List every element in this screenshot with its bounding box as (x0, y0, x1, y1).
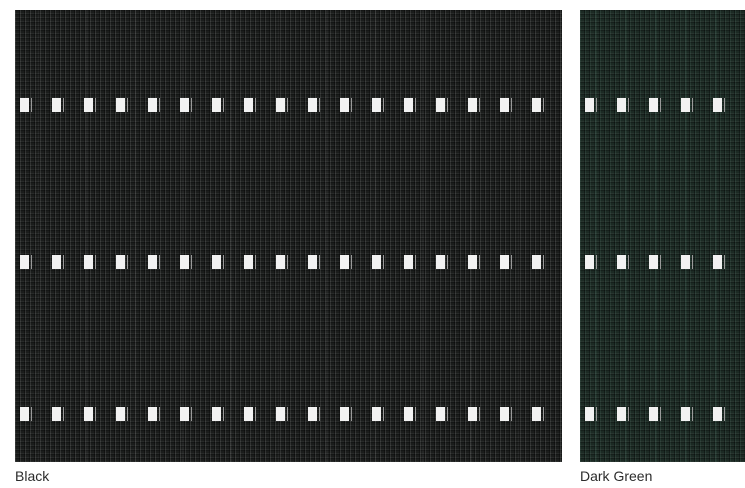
white-dash-stripe (580, 98, 745, 112)
dark-green-fabric-swatch (580, 10, 745, 462)
black-fabric-swatch (15, 10, 562, 462)
white-dash-stripe (15, 407, 562, 421)
white-dash-stripe (15, 255, 562, 269)
swatch-caption-black: Black (15, 468, 50, 484)
white-dash-stripe (580, 407, 745, 421)
fabric-weave-texture (580, 10, 745, 462)
white-dash-stripe (580, 255, 745, 269)
swatch-caption-dark-green: Dark Green (580, 468, 653, 484)
fabric-weave-texture (15, 10, 562, 462)
white-dash-stripe (15, 98, 562, 112)
